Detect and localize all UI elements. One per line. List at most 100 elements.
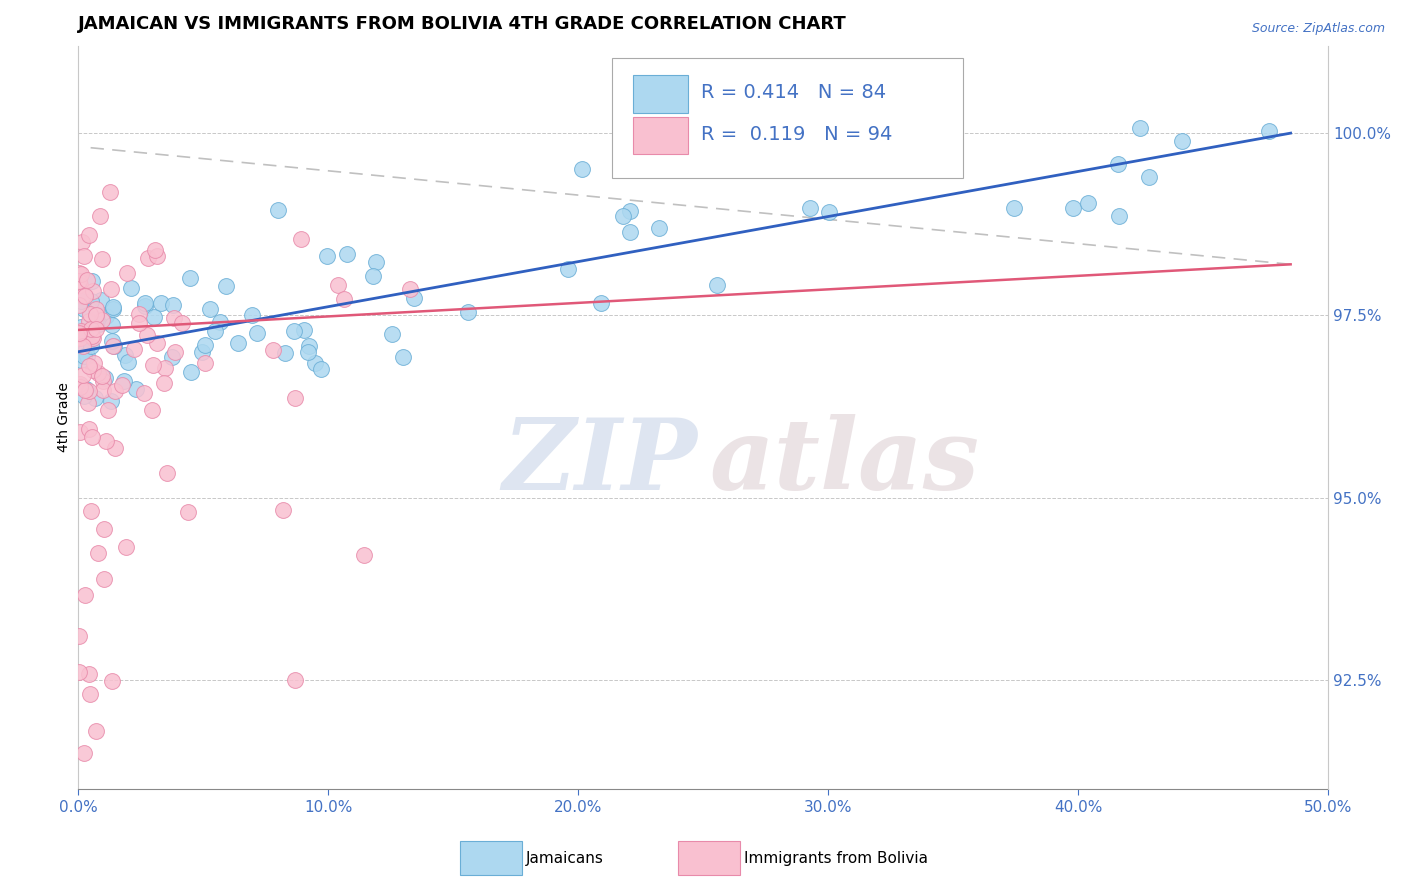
Point xyxy=(246,326,269,340)
Point xyxy=(98,185,121,199)
Point xyxy=(84,723,107,738)
Point xyxy=(72,289,94,303)
Text: ZIP: ZIP xyxy=(502,414,697,510)
Point xyxy=(76,342,98,356)
Point xyxy=(83,356,105,370)
Point xyxy=(89,317,111,331)
Point xyxy=(172,316,194,330)
Point xyxy=(73,389,96,403)
Text: Jamaicans: Jamaicans xyxy=(526,851,603,865)
Point xyxy=(86,367,108,381)
Point xyxy=(557,262,579,277)
Point xyxy=(75,383,97,397)
Point xyxy=(142,310,165,325)
Point xyxy=(1077,195,1099,210)
Point xyxy=(193,338,215,352)
Point xyxy=(215,279,238,293)
Point xyxy=(77,667,100,681)
Point xyxy=(84,308,107,322)
Point xyxy=(67,274,90,288)
Point xyxy=(1004,201,1026,215)
Point xyxy=(69,425,91,439)
Point xyxy=(77,227,100,242)
Point xyxy=(283,325,305,339)
Point xyxy=(82,285,104,299)
Point xyxy=(818,205,841,219)
Point xyxy=(274,346,297,360)
Point xyxy=(117,266,139,280)
Point xyxy=(204,324,226,338)
Point xyxy=(336,247,359,261)
Point xyxy=(89,209,111,223)
Point xyxy=(80,339,103,353)
Point xyxy=(162,298,184,312)
Point xyxy=(70,267,93,281)
Point xyxy=(104,384,127,398)
Point xyxy=(93,522,115,536)
Point xyxy=(70,235,93,249)
Point xyxy=(84,302,107,317)
Point xyxy=(240,308,263,322)
Point xyxy=(326,277,349,292)
Point xyxy=(101,339,124,353)
Point xyxy=(69,352,91,367)
Point xyxy=(155,360,177,375)
Point xyxy=(138,251,160,265)
Point xyxy=(361,268,384,283)
Point xyxy=(91,313,114,327)
Point xyxy=(284,673,307,687)
Point xyxy=(134,296,156,310)
Point xyxy=(73,349,96,363)
Point xyxy=(84,312,107,326)
Point xyxy=(94,310,117,324)
Point xyxy=(100,394,122,409)
Point xyxy=(100,282,122,296)
Point xyxy=(67,327,90,342)
Point xyxy=(76,272,98,286)
Point xyxy=(297,345,319,359)
Point xyxy=(619,226,641,240)
Point xyxy=(266,203,288,218)
Point xyxy=(1171,134,1194,148)
Point xyxy=(1062,201,1084,215)
Point xyxy=(75,382,97,396)
Point xyxy=(67,326,90,340)
Point xyxy=(79,687,101,701)
Point xyxy=(589,296,612,310)
Point xyxy=(77,384,100,398)
Point xyxy=(294,323,316,337)
Point xyxy=(69,331,91,345)
Point xyxy=(67,629,90,643)
Point xyxy=(69,379,91,393)
Point xyxy=(136,328,159,343)
Point xyxy=(398,282,420,296)
Point xyxy=(120,281,142,295)
Point xyxy=(112,374,135,388)
Point xyxy=(67,266,90,280)
Point xyxy=(73,289,96,303)
Point xyxy=(146,336,169,351)
Point xyxy=(79,307,101,321)
Point xyxy=(77,422,100,436)
Point xyxy=(1108,209,1130,223)
Text: Source: ZipAtlas.com: Source: ZipAtlas.com xyxy=(1251,22,1385,36)
Point xyxy=(799,202,821,216)
Point xyxy=(209,315,232,329)
Point xyxy=(69,380,91,394)
Point xyxy=(156,466,179,480)
Point xyxy=(91,384,114,398)
Point xyxy=(72,368,94,382)
Text: R =  0.119   N = 94: R = 0.119 N = 94 xyxy=(700,125,891,144)
Point xyxy=(163,310,186,325)
Point xyxy=(91,368,114,383)
Point xyxy=(84,322,107,336)
Point xyxy=(271,502,294,516)
Point xyxy=(150,296,173,310)
Point xyxy=(152,376,174,390)
Point xyxy=(79,314,101,328)
Point xyxy=(69,324,91,338)
Point xyxy=(128,316,150,330)
Text: JAMAICAN VS IMMIGRANTS FROM BOLIVIA 4TH GRADE CORRELATION CHART: JAMAICAN VS IMMIGRANTS FROM BOLIVIA 4TH … xyxy=(79,15,846,33)
Point xyxy=(82,363,104,377)
Point xyxy=(353,548,375,562)
